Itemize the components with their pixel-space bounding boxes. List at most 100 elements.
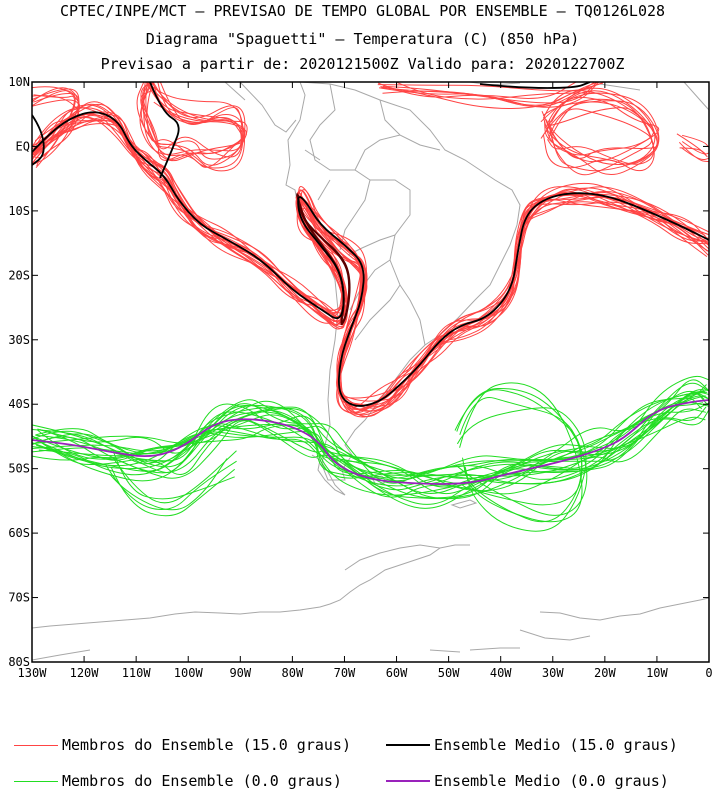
legend-red-line-swatch [14, 744, 58, 746]
green-member-contour [111, 467, 236, 517]
legend-members-0: Membros do Ensemble (0.0 graus) [14, 772, 342, 790]
red-member-contour [543, 107, 655, 172]
tierra-del-fuego-coastline [311, 454, 346, 496]
legend-mean-0: Ensemble Medio (0.0 graus) [386, 772, 669, 790]
lon-label: 20W [594, 666, 616, 680]
green-member-contour [112, 450, 235, 500]
legend-members-0-label: Membros do Ensemble (0.0 graus) [62, 772, 342, 790]
red-member-contour [679, 147, 707, 155]
lon-label: 30W [542, 666, 564, 680]
chart-subtitle: Diagrama "Spaguetti" – Temperatura (C) (… [145, 30, 580, 48]
red-member-contour [377, 82, 604, 92]
lat-label: 50S [8, 462, 30, 476]
red-member-contour [139, 82, 242, 155]
south-georgia-coastline [450, 499, 478, 509]
red-member-contour [32, 90, 76, 169]
map-frame [31, 81, 710, 663]
red-member-contour [32, 107, 709, 410]
lat-label: 30S [8, 333, 30, 347]
green-member-contour [112, 450, 237, 504]
red-member-contour [681, 134, 709, 149]
legend-black-line-swatch [386, 744, 430, 746]
legend-green-line-swatch [14, 780, 58, 782]
lon-label: 60W [386, 666, 408, 680]
red-member-contour [32, 120, 706, 412]
south-america-coastline [285, 82, 521, 481]
red-member-contour [549, 87, 656, 166]
red-member-contour [32, 116, 709, 415]
lat-label: 20S [8, 268, 30, 282]
latitude-labels: 10N EQ 10S 20S 30S 40S 50S 60S 70S 80S [8, 75, 30, 669]
green-member-contour [109, 458, 228, 511]
red-member-contour [32, 115, 709, 418]
red-member-contour [379, 82, 600, 108]
lon-label: 80W [282, 666, 304, 680]
lon-label: 90W [229, 666, 251, 680]
lat-label: 10N [8, 75, 30, 89]
axis-ticks [31, 81, 710, 663]
central-america-coastline [224, 82, 297, 133]
green-member-contour [36, 395, 709, 505]
mean-15-contour [149, 82, 180, 179]
lon-label: 0 [705, 666, 712, 680]
red-member-contour [547, 98, 655, 165]
lat-label: 60S [8, 526, 30, 540]
red-member-contour [678, 141, 709, 163]
lat-label: EQ [16, 139, 30, 153]
mean-15-contour [479, 82, 591, 89]
green-member-contour [455, 387, 588, 516]
coastlines [32, 82, 709, 661]
lat-label: 10S [8, 204, 30, 218]
map-border [31, 81, 710, 663]
legend-members-15-label: Membros do Ensemble (15.0 graus) [62, 736, 351, 754]
red-member-contour [32, 119, 709, 407]
red-member-contour [140, 82, 243, 161]
antarctica-coastline [32, 544, 709, 661]
red-member-contour [382, 82, 599, 104]
green-member-contour [32, 406, 707, 499]
plot-layer [32, 82, 709, 532]
lon-label: 110W [122, 666, 152, 680]
chart-title: CPTEC/INPE/MCT – PREVISAO DE TEMPO GLOBA… [59, 2, 666, 20]
green-member-contour [32, 401, 709, 500]
red-member-contour [32, 87, 80, 167]
legend-mean-15: Ensemble Medio (15.0 graus) [386, 736, 678, 754]
longitude-labels: 130W 120W 110W 100W 90W 80W 70W 60W 50W 40W 30W 20W… [18, 666, 713, 680]
lon-label: 70W [334, 666, 356, 680]
lat-label: 40S [8, 397, 30, 411]
legend-mean-0-label: Ensemble Medio (0.0 graus) [434, 772, 669, 790]
red-member-contour [545, 96, 660, 163]
lon-label: 120W [70, 666, 100, 680]
green-member-contour [32, 393, 705, 484]
africa-coastline [683, 82, 709, 111]
lon-label: 100W [174, 666, 204, 680]
red-member-contour [542, 101, 658, 165]
red-member-contour [32, 115, 709, 414]
red-member-contour [141, 82, 244, 169]
lon-label: 10W [646, 666, 668, 680]
legend-mean-15-label: Ensemble Medio (15.0 graus) [434, 736, 678, 754]
red-member-contour [548, 108, 653, 176]
lon-label: 40W [490, 666, 512, 680]
red-member-contour [681, 141, 709, 155]
red-member-contour [35, 118, 709, 413]
red-member-contour [377, 82, 578, 99]
green-member-contour [35, 384, 707, 480]
lon-label: 50W [438, 666, 460, 680]
lon-label: 130W [18, 666, 48, 680]
red-member-contour [32, 112, 706, 411]
red-member-contour [32, 116, 708, 412]
green-member-contour [459, 382, 583, 523]
lat-label: 70S [8, 591, 30, 605]
legend-members-15: Membros do Ensemble (15.0 graus) [14, 736, 351, 754]
green-member-contour [456, 407, 587, 532]
red-member-contour [543, 89, 655, 156]
red-member-contour [32, 113, 709, 410]
legend-purple-line-swatch [386, 780, 430, 782]
green-member-contour [32, 408, 709, 509]
red-member-contour [380, 82, 596, 108]
red-member-contour [143, 82, 244, 162]
lat-label: 80S [8, 655, 30, 669]
red-member-contour [32, 92, 80, 166]
